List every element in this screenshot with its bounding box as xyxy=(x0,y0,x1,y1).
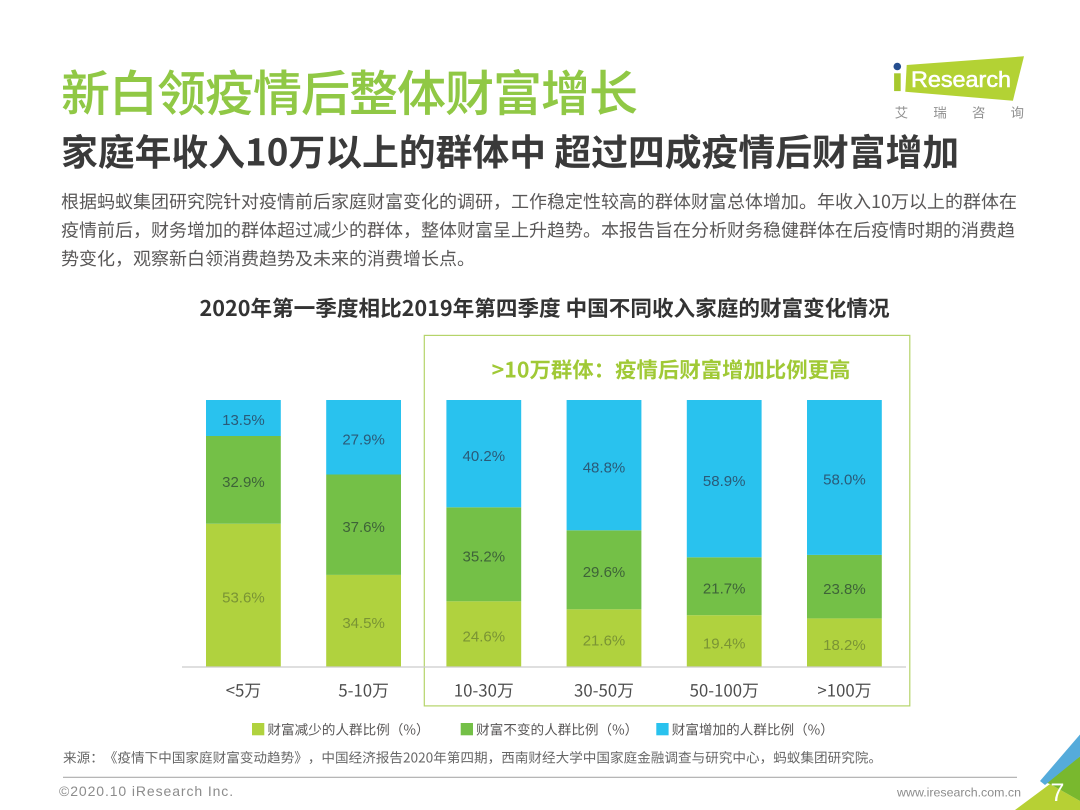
svg-text:27.9%: 27.9% xyxy=(342,431,385,448)
svg-text:7: 7 xyxy=(1051,779,1065,807)
svg-text:13.5%: 13.5% xyxy=(222,412,265,429)
svg-text:35.2%: 35.2% xyxy=(463,549,506,566)
svg-text:24.6%: 24.6% xyxy=(463,628,506,645)
svg-text:32.9%: 32.9% xyxy=(222,474,265,491)
svg-text:23.8%: 23.8% xyxy=(823,581,866,598)
svg-text:www.iresearch.com.cn: www.iresearch.com.cn xyxy=(896,786,1021,800)
svg-text:©2020.10 iResearch Inc.: ©2020.10 iResearch Inc. xyxy=(59,783,234,799)
svg-text:40.2%: 40.2% xyxy=(463,448,506,465)
svg-text:19.4%: 19.4% xyxy=(703,635,746,652)
svg-text:58.0%: 58.0% xyxy=(823,472,866,489)
svg-text:34.5%: 34.5% xyxy=(342,615,385,632)
svg-text:58.9%: 58.9% xyxy=(703,473,746,490)
svg-text:Research: Research xyxy=(911,67,1011,92)
svg-text:18.2%: 18.2% xyxy=(823,637,866,654)
svg-text:37.6%: 37.6% xyxy=(342,519,385,536)
svg-text:53.6%: 53.6% xyxy=(222,590,265,607)
svg-text:21.6%: 21.6% xyxy=(583,632,626,649)
svg-text:21.7%: 21.7% xyxy=(703,580,746,597)
svg-text:29.6%: 29.6% xyxy=(583,564,626,581)
svg-text:48.8%: 48.8% xyxy=(583,459,626,476)
